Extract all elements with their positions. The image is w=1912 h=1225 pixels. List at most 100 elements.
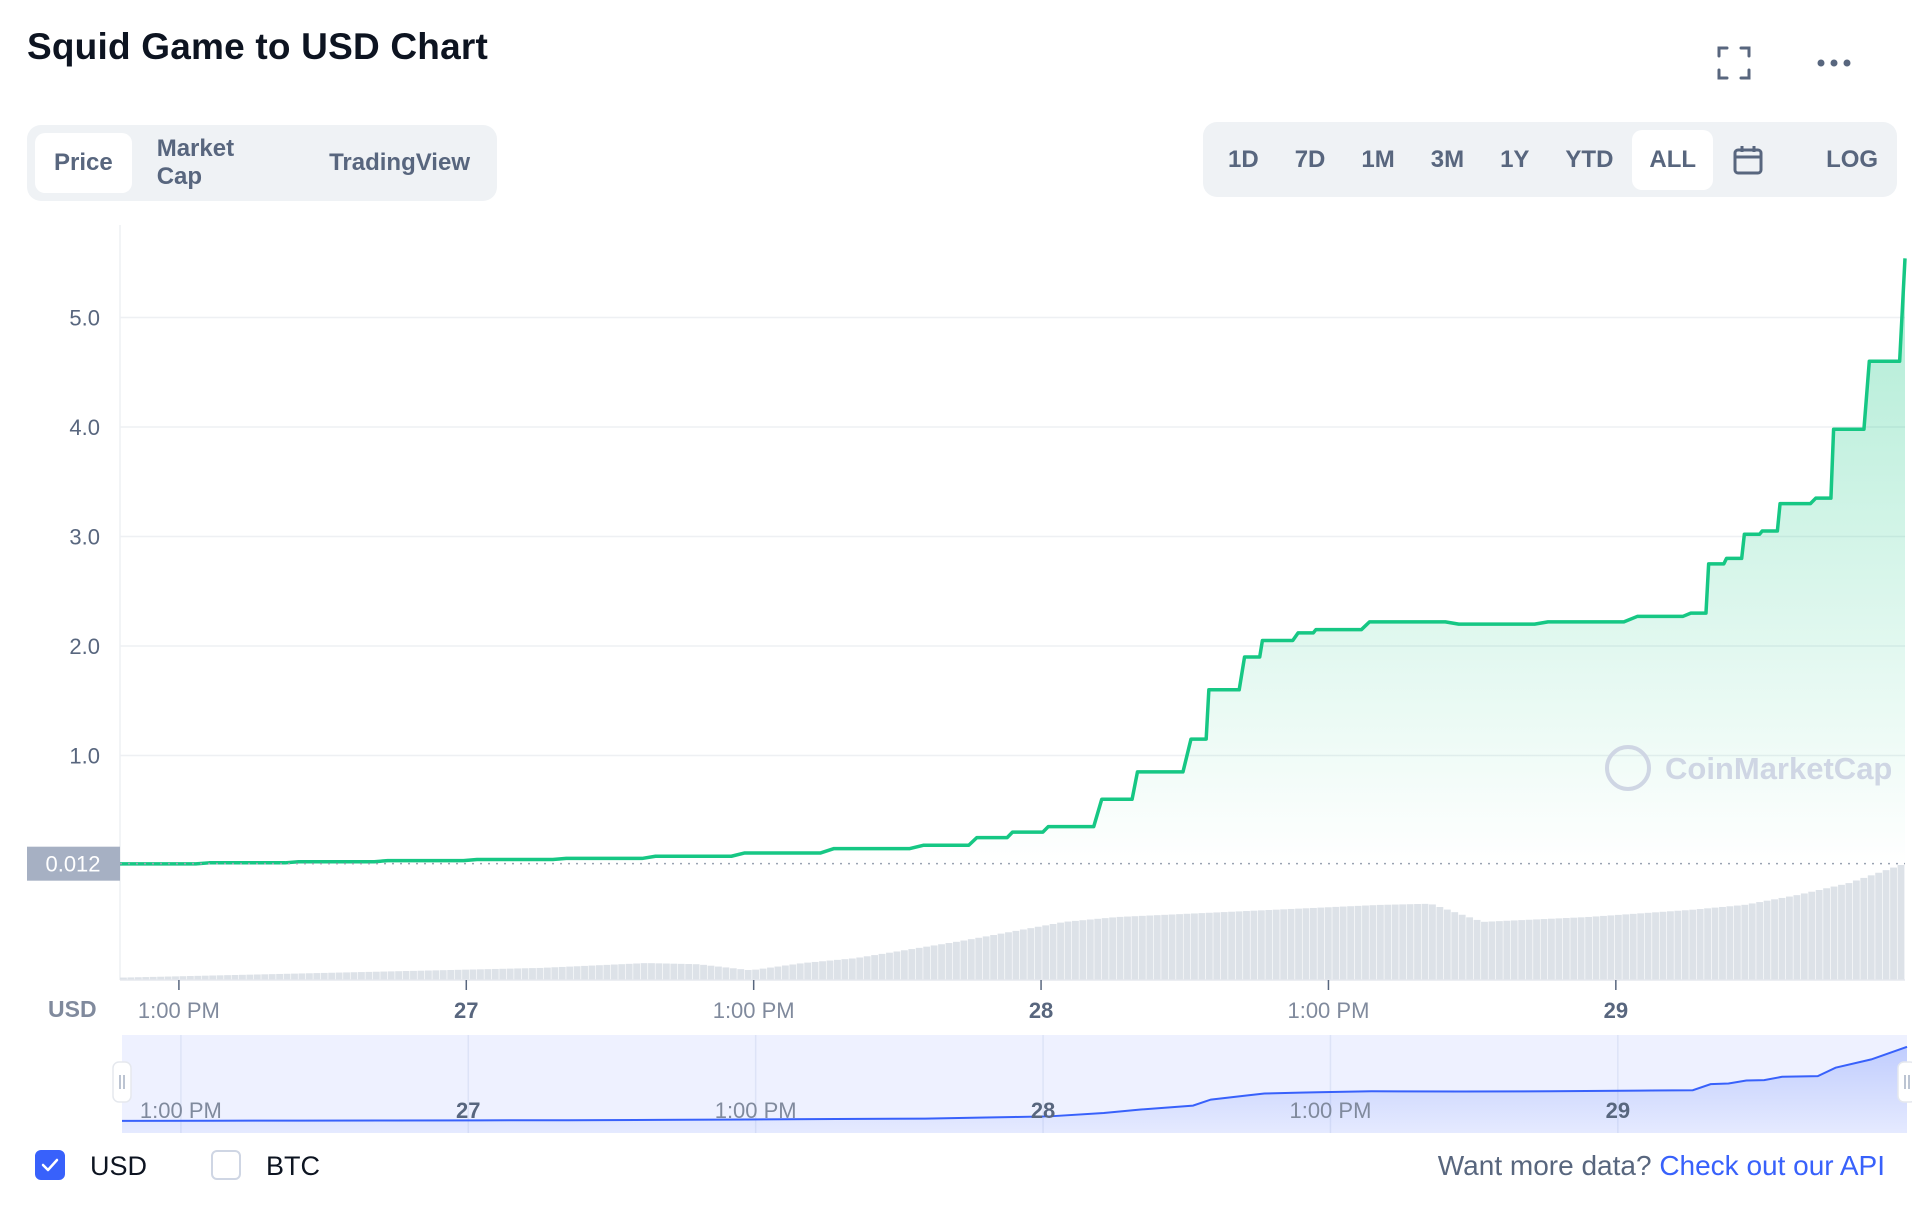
volume-bar — [261, 974, 269, 980]
volume-bar — [1510, 920, 1518, 980]
volume-bar — [603, 964, 611, 980]
volume-bar — [923, 946, 931, 980]
volume-bar — [1771, 899, 1778, 980]
volume-bar — [648, 963, 655, 980]
volume-bar — [1562, 918, 1570, 980]
volume-bar — [982, 936, 990, 980]
volume-bar — [142, 977, 150, 980]
volume-bar — [1131, 916, 1139, 980]
volume-bar — [819, 961, 826, 980]
volume-bar — [1600, 915, 1607, 980]
btc-checkbox[interactable] — [211, 1150, 241, 1180]
volume-bar — [543, 967, 551, 980]
navigator-tick-label: 1:00 PM — [140, 1098, 222, 1123]
more-icon[interactable] — [1816, 45, 1852, 81]
volume-bar — [1540, 919, 1548, 980]
volume-bar — [179, 976, 187, 980]
volume-bar — [1429, 904, 1436, 980]
volume-bar — [305, 973, 313, 980]
range-7d[interactable]: 7D — [1294, 145, 1326, 173]
volume-bar — [529, 968, 536, 980]
price-line — [120, 258, 1907, 866]
volume-bar — [1399, 904, 1407, 980]
volume-bar — [1659, 911, 1667, 980]
volume-bar — [1436, 907, 1444, 980]
api-link[interactable]: Check out our API — [1659, 1150, 1885, 1181]
volume-bar — [1027, 928, 1035, 980]
range-1d[interactable]: 1D — [1228, 145, 1259, 173]
range-ytd[interactable]: YTD — [1565, 145, 1614, 173]
y-tick-label: 3.0 — [69, 525, 100, 550]
volume-bar — [1072, 920, 1079, 980]
usd-label: USD — [90, 1151, 148, 1181]
volume-bar — [1317, 907, 1325, 980]
range-3m[interactable]: 3M — [1430, 145, 1465, 173]
volume-bar — [938, 944, 945, 980]
navigator-left-handle[interactable] — [112, 1061, 132, 1103]
volume-bar — [893, 951, 901, 980]
volume-bar — [1094, 918, 1102, 980]
range-1y[interactable]: 1Y — [1500, 145, 1530, 173]
volume-bar — [1079, 920, 1087, 980]
volume-bar — [1019, 929, 1027, 980]
volume-bar — [781, 965, 789, 980]
volume-bar — [1585, 916, 1593, 980]
volume-bar — [380, 971, 388, 980]
volume-bar — [410, 970, 417, 980]
x-tick-label: 29 — [1604, 998, 1628, 1023]
volume-bar — [1235, 911, 1243, 980]
tab-price[interactable]: Price — [35, 133, 132, 193]
range-all[interactable]: ALL — [1632, 129, 1714, 190]
volume-bar — [1198, 913, 1206, 980]
calendar-icon[interactable] — [1715, 130, 1781, 190]
volume-bar — [164, 976, 172, 980]
volume-bar — [1577, 917, 1585, 980]
navigator-tick-label: 1:00 PM — [1289, 1098, 1371, 1123]
log-scale-toggle[interactable]: LOG — [1826, 145, 1879, 173]
volume-bar — [1637, 913, 1645, 980]
tab-tradingview[interactable]: TradingView — [329, 149, 470, 176]
volume-bar — [566, 966, 574, 980]
volume-bar — [1116, 916, 1124, 980]
volume-bar — [1250, 910, 1258, 980]
volume-bar — [365, 971, 373, 980]
volume-bar — [558, 966, 566, 980]
volume-bar — [863, 956, 871, 980]
volume-bar — [1503, 920, 1511, 980]
volume-bar — [886, 952, 893, 980]
volume-bar — [506, 968, 514, 980]
volume-bar — [1049, 924, 1057, 980]
volume-bar — [1808, 891, 1816, 980]
volume-bar — [997, 933, 1005, 980]
volume-bar — [596, 965, 603, 980]
volume-bar — [960, 940, 968, 980]
volume-bar — [856, 957, 864, 980]
y-tick-label: 5.0 — [69, 306, 100, 331]
volume-bar — [1012, 930, 1020, 980]
fullscreen-icon[interactable] — [1716, 45, 1752, 81]
volume-bar — [871, 955, 879, 980]
volume-bar — [1830, 886, 1838, 980]
navigator-tick-label: 27 — [456, 1098, 480, 1123]
navigator-tick-label: 28 — [1031, 1098, 1055, 1123]
volume-bar — [1667, 911, 1674, 980]
volume-bar — [1168, 914, 1176, 980]
volume-bar — [581, 965, 588, 980]
volume-bar — [387, 971, 395, 980]
volume-bar — [1786, 896, 1793, 980]
usd-checkbox[interactable] — [35, 1150, 65, 1180]
volume-bar — [1555, 918, 1563, 980]
volume-bar — [1845, 883, 1853, 980]
volume-bar — [826, 960, 834, 980]
page-title: Squid Game to USD Chart — [27, 26, 488, 67]
volume-bar — [1548, 918, 1555, 980]
volume-bar — [424, 970, 432, 980]
volume-bar — [1882, 870, 1890, 980]
tab-market-cap[interactable]: Market Cap — [156, 135, 235, 190]
volume-bar — [640, 963, 648, 980]
volume-bar — [1815, 889, 1823, 980]
range-1m[interactable]: 1M — [1361, 145, 1395, 173]
volume-bar — [149, 976, 157, 980]
volume-bar — [1890, 867, 1897, 980]
volume-bar — [491, 968, 499, 980]
